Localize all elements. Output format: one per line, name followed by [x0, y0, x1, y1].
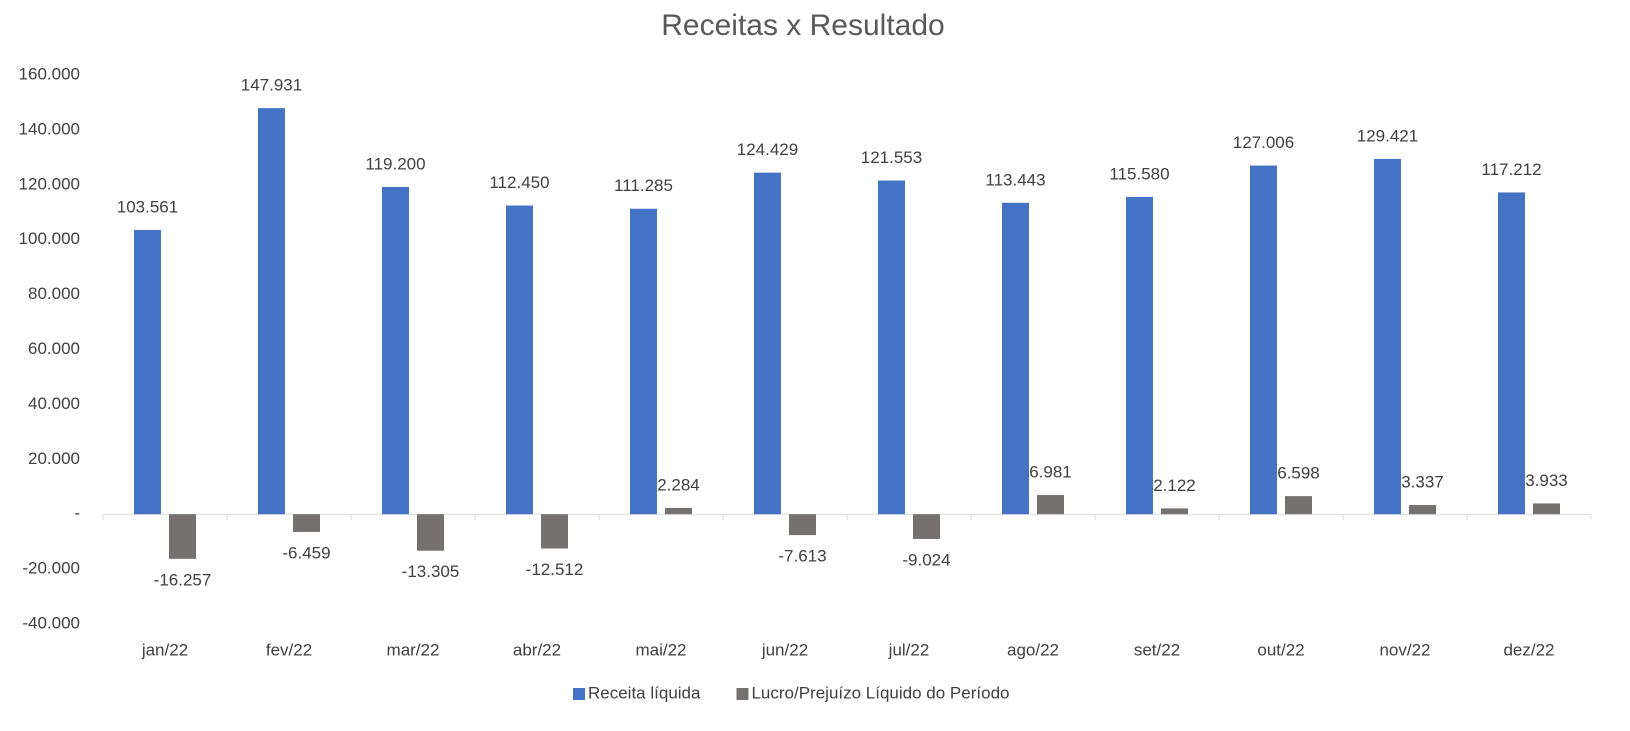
- bar: [1285, 496, 1312, 515]
- data-label: -16.257: [154, 570, 212, 589]
- data-label: 129.421: [1357, 126, 1418, 145]
- data-label: 117.212: [1481, 160, 1541, 179]
- x-tick-label: ago/22: [1007, 640, 1059, 659]
- data-label: 2.122: [1153, 476, 1196, 495]
- bar: [1409, 505, 1436, 515]
- bar: [1498, 192, 1525, 515]
- y-tick-label: 100.000: [19, 229, 80, 248]
- data-label: 112.450: [489, 173, 549, 192]
- bar: [789, 514, 816, 536]
- y-tick-label: -20.000: [22, 559, 80, 578]
- data-label: 111.285: [614, 176, 673, 195]
- data-label: 6.598: [1277, 464, 1320, 483]
- bar: [134, 229, 161, 515]
- x-tick-label: jun/22: [761, 640, 808, 659]
- x-tick-label: jan/22: [141, 640, 188, 659]
- bar: [878, 180, 905, 515]
- y-tick-label: -40.000: [22, 613, 80, 632]
- x-tick-label: mai/22: [635, 640, 686, 659]
- data-label: 119.200: [365, 154, 425, 173]
- bar: [382, 186, 409, 515]
- data-label: 147.931: [241, 76, 302, 95]
- y-tick-label: 40.000: [28, 394, 80, 413]
- y-tick-label: 60.000: [28, 339, 80, 358]
- bar: [506, 205, 533, 515]
- data-label: 3.337: [1401, 473, 1444, 492]
- bar: [913, 514, 940, 539]
- data-label: 2.284: [657, 475, 700, 494]
- bar: [258, 108, 285, 515]
- y-tick-label: 80.000: [28, 284, 80, 303]
- x-tick-label: dez/22: [1503, 640, 1554, 659]
- x-tick-label: set/22: [1134, 640, 1180, 659]
- legend-label: Lucro/Prejuízo Líquido do Período: [751, 683, 1009, 702]
- data-label: -13.305: [402, 562, 460, 581]
- legend-swatch: [736, 688, 749, 700]
- x-tick-label: nov/22: [1379, 640, 1430, 659]
- data-label: -12.512: [526, 560, 584, 579]
- data-label: 124.429: [737, 140, 798, 159]
- bar: [665, 507, 692, 515]
- bar: [1126, 196, 1153, 515]
- bar: [754, 172, 781, 515]
- x-tick-label: mar/22: [387, 640, 440, 659]
- y-tick-label: -: [74, 504, 80, 523]
- data-label: 3.933: [1525, 471, 1568, 490]
- bar: [541, 514, 568, 549]
- data-label: 6.981: [1029, 463, 1072, 482]
- x-tick-label: abr/22: [513, 640, 561, 659]
- data-label: 127.006: [1233, 133, 1294, 152]
- legend-swatch: [573, 688, 585, 700]
- bar: [417, 514, 444, 551]
- bar: [1037, 495, 1064, 515]
- y-tick-label: 20.000: [28, 449, 80, 468]
- x-tick-label: jul/22: [888, 640, 930, 659]
- bar: [1002, 202, 1029, 515]
- bar: [293, 514, 320, 532]
- bar: [1533, 503, 1560, 515]
- legend-label: Receita líquida: [588, 683, 701, 702]
- bar: [630, 208, 657, 515]
- data-label: -7.613: [778, 547, 826, 566]
- chart-title: Receitas x Resultado: [661, 9, 944, 42]
- y-tick-label: 140.000: [19, 119, 80, 138]
- y-tick-label: 160.000: [19, 64, 80, 83]
- y-tick-label: 120.000: [19, 174, 80, 193]
- data-label: 121.553: [861, 148, 922, 167]
- data-label: 113.443: [985, 170, 1045, 189]
- x-tick-label: out/22: [1257, 640, 1304, 659]
- data-label: -9.024: [902, 550, 950, 569]
- bar: [1374, 158, 1401, 515]
- bar: [169, 514, 196, 559]
- data-label: 115.580: [1109, 164, 1169, 183]
- x-tick-label: fev/22: [266, 640, 312, 659]
- data-label: -6.459: [282, 543, 330, 562]
- bar: [1161, 508, 1188, 515]
- bar: [1250, 165, 1277, 515]
- data-label: 103.561: [117, 197, 178, 216]
